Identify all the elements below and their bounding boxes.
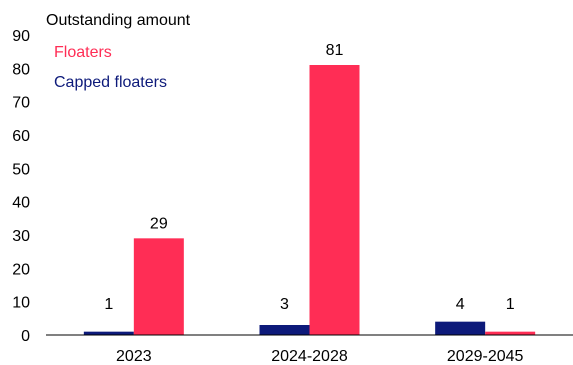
bar-capped-floaters [435, 321, 486, 335]
bar-floaters [485, 331, 536, 335]
data-label: 4 [456, 296, 465, 313]
data-label: 29 [150, 215, 168, 232]
y-tick-label: 70 [12, 95, 30, 112]
x-tick-label: 2024-2028 [271, 348, 348, 365]
x-tick-label: 2029-2045 [447, 348, 524, 365]
y-tick-label: 20 [12, 261, 30, 278]
y-axis-ticks: 0 10 20 30 40 50 60 70 80 90 [12, 28, 30, 345]
y-tick-label: 60 [12, 128, 30, 145]
data-label: 1 [506, 296, 515, 313]
x-axis-ticks: 2023 2024-2028 2029-2045 [116, 348, 523, 365]
legend: Floaters Capped floaters [54, 44, 167, 91]
y-tick-label: 40 [12, 195, 30, 212]
bars [83, 65, 536, 335]
data-labels: 1 29 3 81 4 1 [104, 42, 514, 313]
data-label: 3 [280, 296, 289, 313]
bar-floaters [133, 238, 184, 335]
bar-capped-floaters [259, 325, 310, 335]
y-tick-label: 50 [12, 161, 30, 178]
y-tick-label: 30 [12, 228, 30, 245]
bar-capped-floaters [83, 331, 134, 335]
data-label: 1 [104, 296, 113, 313]
y-tick-label: 90 [12, 28, 30, 45]
y-tick-label: 80 [12, 61, 30, 78]
data-label: 81 [326, 42, 344, 59]
y-axis-label: Outstanding amount [46, 12, 191, 29]
legend-entry-floaters: Floaters [54, 44, 112, 61]
y-tick-label: 10 [12, 295, 30, 312]
legend-entry-capped-floaters: Capped floaters [54, 74, 167, 91]
bar-floaters [309, 65, 360, 335]
y-tick-label: 0 [21, 328, 30, 345]
x-tick-label: 2023 [116, 348, 152, 365]
